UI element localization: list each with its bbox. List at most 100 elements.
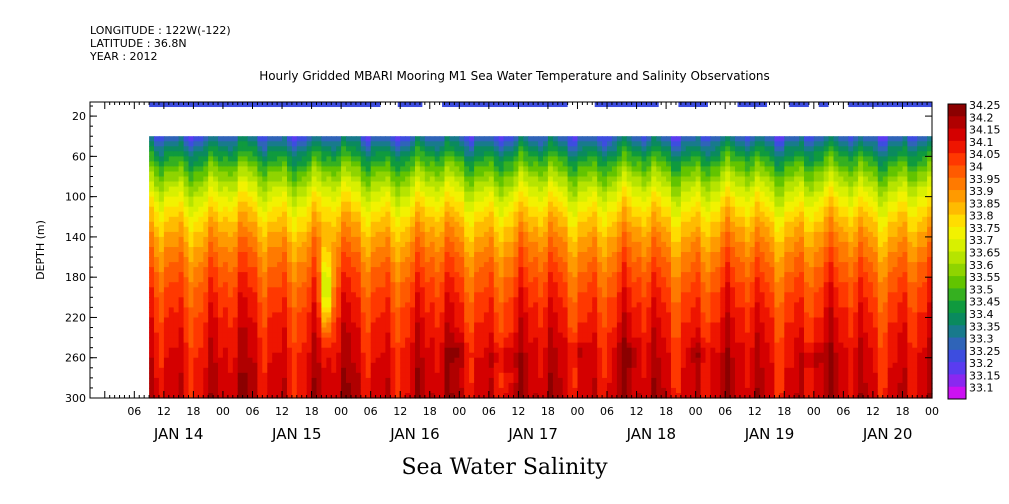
- salinity-cell: [272, 352, 278, 359]
- salinity-cell: [296, 272, 303, 278]
- salinity-cell: [301, 322, 308, 329]
- salinity-cell: [508, 393, 514, 399]
- salinity-cell: [400, 327, 406, 334]
- salinity-cell: [592, 317, 598, 324]
- salinity-cell: [587, 302, 593, 308]
- salinity-cell: [158, 206, 165, 213]
- salinity-cell: [611, 322, 618, 329]
- salinity-cell: [577, 196, 583, 203]
- salinity-cell: [227, 332, 234, 339]
- salinity-cell: [400, 151, 406, 157]
- salinity-cell: [552, 317, 559, 324]
- salinity-cell: [247, 327, 254, 334]
- salinity-cell: [410, 181, 416, 188]
- salinity-cell: [592, 151, 598, 157]
- salinity-cell: [429, 176, 436, 183]
- salinity-cell: [227, 186, 234, 193]
- salinity-cell: [602, 156, 608, 162]
- salinity-cell: [449, 252, 455, 258]
- salinity-cell: [163, 372, 170, 379]
- salinity-cell: [163, 262, 170, 268]
- salinity-cell: [360, 247, 367, 253]
- salinity-cell: [198, 272, 204, 278]
- salinity-cell: [434, 317, 441, 324]
- salinity-cell: [203, 272, 209, 278]
- salinity-cell: [301, 181, 308, 188]
- salinity-cell: [227, 231, 234, 238]
- salinity-cell: [474, 201, 480, 208]
- salinity-cell: [493, 347, 500, 354]
- salinity-cell: [577, 367, 583, 374]
- salinity-cell: [173, 181, 180, 188]
- salinity-cell: [208, 277, 214, 283]
- salinity-cell: [518, 211, 524, 218]
- salinity-cell: [611, 312, 618, 318]
- salinity-cell: [415, 221, 421, 228]
- salinity-cell: [341, 166, 347, 172]
- salinity-cell: [513, 262, 519, 268]
- salinity-cell: [410, 141, 416, 147]
- salinity-cell: [597, 236, 603, 243]
- salinity-cell: [557, 231, 564, 238]
- salinity-cell: [380, 146, 386, 152]
- salinity-cell: [611, 247, 618, 253]
- salinity-cell: [257, 317, 263, 324]
- salinity-cell: [444, 267, 450, 273]
- salinity-cell: [518, 191, 524, 198]
- salinity-cell: [395, 141, 401, 147]
- salinity-cell: [528, 337, 534, 344]
- salinity-cell: [277, 241, 283, 248]
- salinity-cell: [498, 287, 505, 293]
- salinity-cell: [306, 211, 313, 218]
- salinity-cell: [198, 393, 204, 399]
- salinity-cell: [296, 302, 303, 308]
- salinity-cell: [208, 317, 214, 324]
- salinity-cell: [547, 181, 554, 188]
- salinity-cell: [149, 342, 155, 349]
- salinity-cell: [287, 347, 293, 354]
- salinity-cell: [419, 231, 426, 238]
- salinity-cell: [611, 327, 618, 334]
- salinity-cell: [262, 297, 268, 303]
- salinity-cell: [218, 186, 224, 193]
- salinity-cell: [306, 216, 313, 223]
- salinity-cell: [577, 211, 583, 218]
- salinity-cell: [419, 146, 426, 152]
- salinity-cell: [572, 372, 578, 379]
- salinity-cell: [370, 347, 377, 354]
- salinity-cell: [336, 307, 342, 313]
- salinity-cell: [306, 287, 313, 293]
- salinity-cell: [203, 287, 209, 293]
- salinity-cell: [419, 277, 426, 283]
- salinity-cell: [282, 292, 288, 298]
- salinity-cell: [360, 166, 367, 172]
- salinity-cell: [193, 241, 199, 248]
- salinity-cell: [351, 332, 357, 339]
- salinity-cell: [439, 302, 446, 308]
- salinity-cell: [203, 211, 209, 218]
- salinity-cell: [483, 347, 490, 354]
- salinity-cell: [557, 267, 564, 273]
- salinity-cell: [173, 367, 180, 374]
- salinity-cell: [587, 156, 593, 162]
- salinity-cell: [543, 272, 549, 278]
- salinity-cell: [616, 367, 623, 374]
- salinity-cell: [469, 312, 475, 318]
- salinity-cell: [252, 176, 258, 183]
- salinity-cell: [198, 186, 204, 193]
- salinity-cell: [306, 337, 313, 344]
- salinity-cell: [188, 332, 194, 339]
- salinity-cell: [523, 332, 529, 339]
- salinity-cell: [449, 352, 455, 359]
- salinity-cell: [237, 377, 244, 384]
- salinity-cell: [607, 181, 613, 188]
- salinity-cell: [410, 186, 416, 193]
- salinity-cell: [149, 151, 155, 157]
- salinity-cell: [306, 206, 313, 213]
- salinity-cell: [149, 337, 155, 344]
- salinity-cell: [434, 332, 441, 339]
- salinity-cell: [351, 236, 357, 243]
- salinity-cell: [444, 201, 450, 208]
- salinity-cell: [538, 292, 544, 298]
- salinity-cell: [336, 171, 342, 178]
